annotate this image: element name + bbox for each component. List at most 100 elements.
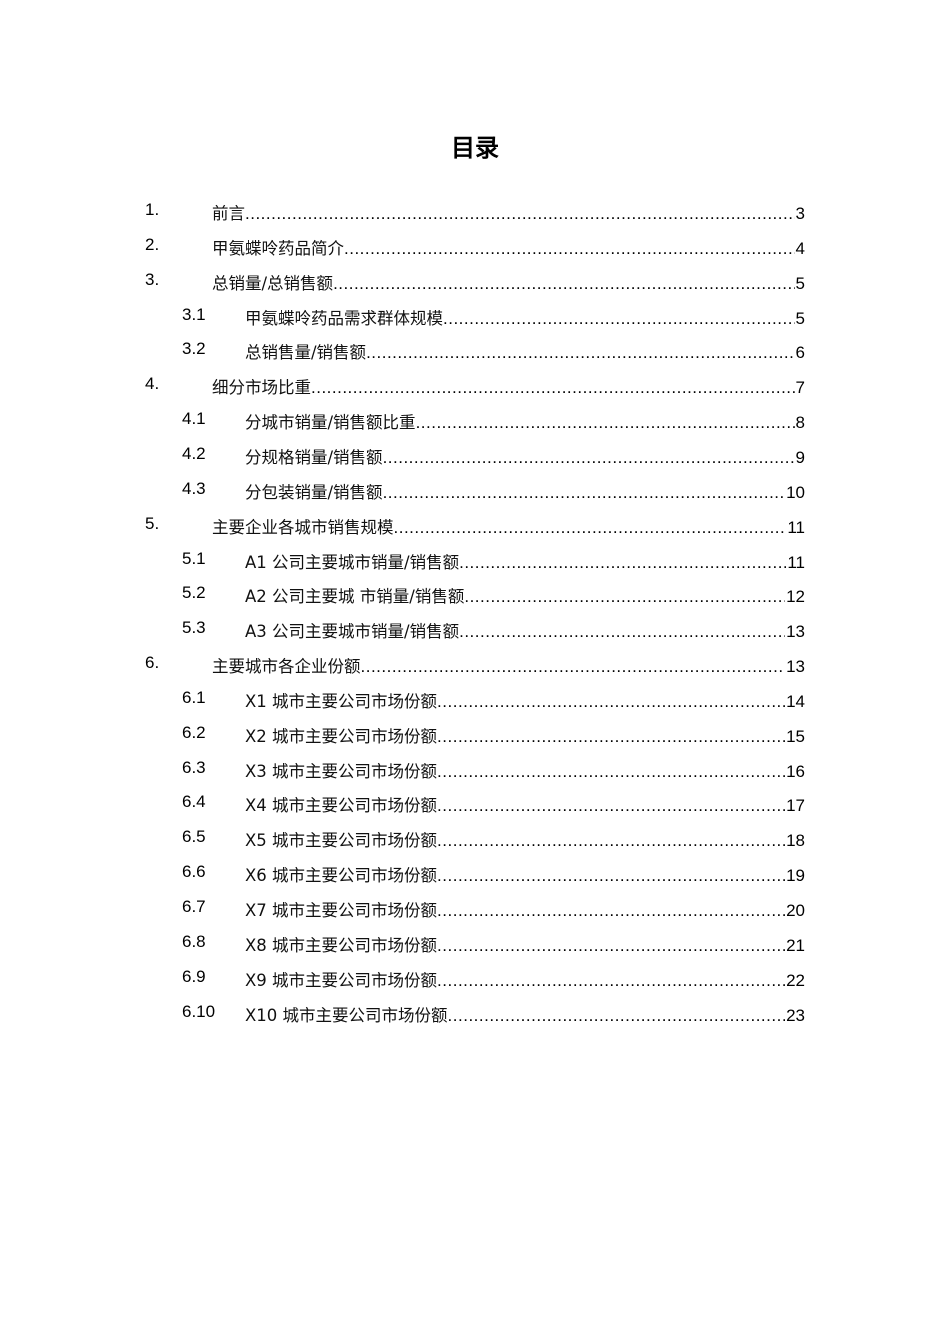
toc-entry-label[interactable]: 总销售量/销售额 bbox=[245, 343, 367, 363]
dot-leader bbox=[437, 796, 785, 816]
toc-entry[interactable]: 6.8 X8 城市主要公司市场份额 21 bbox=[0, 928, 950, 956]
toc-entry-label[interactable]: X8 城市主要公司市场份额 bbox=[245, 935, 438, 955]
toc-entry-number: 3. bbox=[145, 269, 160, 289]
toc-entry[interactable]: 5.3 A3 公司主要城市销量/销售额 13 bbox=[0, 614, 950, 642]
toc-entry-label[interactable]: X2 城市主要公司市场份额 bbox=[245, 726, 438, 746]
page-title: 目录 bbox=[451, 134, 499, 162]
dot-leader bbox=[437, 762, 785, 782]
toc-entry-number: 6.5 bbox=[182, 827, 206, 847]
toc-entry-page: 13 bbox=[786, 657, 805, 677]
toc-entry-number: 4.1 bbox=[182, 409, 206, 429]
toc-entry-label[interactable]: X3 城市主要公司市场份额 bbox=[245, 761, 438, 781]
toc-entry-label[interactable]: 前言 bbox=[212, 204, 245, 223]
dot-leader bbox=[311, 378, 795, 398]
toc-entry-label[interactable]: A1 公司主要城市销量/销售额 bbox=[245, 552, 460, 572]
toc-entry[interactable]: 3. 总销量/总销售额 5 bbox=[0, 266, 950, 294]
dot-leader bbox=[333, 274, 794, 294]
toc-entry[interactable]: 6.3 X3 城市主要公司市场份额 16 bbox=[0, 754, 950, 782]
toc-entry-number: 6.10 bbox=[182, 1001, 216, 1021]
toc-entry[interactable]: 4. 细分市场比重 7 bbox=[0, 370, 950, 398]
toc-entry-label[interactable]: A3 公司主要城市销量/销售额 bbox=[245, 622, 460, 642]
toc-entry-label[interactable]: X7 城市主要公司市场份额 bbox=[245, 901, 438, 920]
toc-entry[interactable]: 6. 主要城市各企业份额 13 bbox=[0, 649, 950, 677]
toc-entry-label[interactable]: 分包装销量/销售额 bbox=[245, 482, 383, 502]
toc-entry-label[interactable]: 主要城市各企业份额 bbox=[212, 657, 361, 677]
toc-entry-label[interactable]: X9 城市主要公司市场份额 bbox=[245, 970, 438, 990]
toc-entry-number: 6.7 bbox=[182, 897, 206, 916]
dot-leader bbox=[448, 1006, 786, 1026]
toc-entry-number: 6.3 bbox=[182, 757, 206, 777]
dot-leader bbox=[464, 587, 785, 607]
toc-entry-number: 5. bbox=[145, 513, 160, 533]
toc-entry-page: 20 bbox=[786, 901, 805, 920]
toc-entry-page: 21 bbox=[786, 935, 805, 955]
toc-entry-page: 7 bbox=[795, 378, 805, 398]
toc-entry-label[interactable]: X1 城市主要公司市场份额 bbox=[245, 691, 438, 711]
toc-entry-label[interactable]: X6 城市主要公司市场份额 bbox=[245, 866, 438, 886]
toc-entry-number: 3.2 bbox=[182, 339, 206, 359]
toc-entry-label[interactable]: A2 公司主要城 市销量/销售额 bbox=[245, 587, 465, 607]
toc-entry[interactable]: 6.5 X5 城市主要公司市场份额 18 bbox=[0, 823, 950, 851]
dot-leader bbox=[437, 936, 785, 956]
toc-entry-number: 6.4 bbox=[182, 792, 206, 812]
dot-leader bbox=[245, 204, 795, 224]
toc-entry-label[interactable]: 分规格销量/销售额 bbox=[245, 447, 383, 467]
toc-entry-page: 4 bbox=[795, 238, 805, 258]
toc-entry-page: 5 bbox=[795, 273, 805, 293]
toc-entry-label[interactable]: X5 城市主要公司市场份额 bbox=[245, 831, 438, 851]
toc-entry[interactable]: 6.1 X1 城市主要公司市场份额 14 bbox=[0, 684, 950, 712]
toc-entry[interactable]: 6.10 X10 城市主要公司市场份额 23 bbox=[0, 998, 950, 1026]
dot-leader bbox=[437, 692, 785, 712]
toc-entry[interactable]: 1. 前言 3 bbox=[0, 196, 950, 224]
dot-leader bbox=[437, 901, 785, 921]
dot-leader bbox=[443, 309, 795, 329]
toc-entry-page: 5 bbox=[795, 308, 805, 328]
toc-entry-label[interactable]: 甲氨蝶呤药品简介 bbox=[212, 238, 344, 258]
toc-entry[interactable]: 4.3 分包装销量/销售额 10 bbox=[0, 475, 950, 503]
dot-leader bbox=[366, 343, 794, 363]
toc-entry-label[interactable]: 总销量/总销售额 bbox=[212, 273, 334, 293]
toc-entry-label[interactable]: X10 城市主要公司市场份额 bbox=[245, 1005, 448, 1025]
toc-entry[interactable]: 6.6 X6 城市主要公司市场份额 19 bbox=[0, 858, 950, 886]
toc-entry-page: 19 bbox=[786, 866, 805, 886]
toc-entry[interactable]: 6.4 X4 城市主要公司市场份额 17 bbox=[0, 788, 950, 816]
toc-entry-label[interactable]: X4 城市主要公司市场份额 bbox=[245, 796, 438, 816]
toc-entry-label[interactable]: 分城市销量/销售额比重 bbox=[245, 413, 416, 433]
toc-entry-page: 6 bbox=[795, 343, 805, 363]
toc-entry[interactable]: 3.2 总销售量/销售额 6 bbox=[0, 335, 950, 363]
toc-entry[interactable]: 3.1 甲氨蝶呤药品需求群体规模 5 bbox=[0, 301, 950, 329]
toc-entry[interactable]: 5.2 A2 公司主要城 市销量/销售额 12 bbox=[0, 579, 950, 607]
toc-entry-label[interactable]: 主要企业各城市销售规模 bbox=[212, 517, 394, 537]
toc-entry-page: 23 bbox=[786, 1005, 805, 1025]
toc-entry[interactable]: 4.1 分城市销量/销售额比重 8 bbox=[0, 405, 950, 433]
dot-leader bbox=[394, 518, 787, 538]
toc-entry-page: 3 bbox=[795, 204, 805, 223]
toc-entry-number: 3.1 bbox=[182, 304, 206, 324]
toc-entry-number: 5.3 bbox=[182, 618, 206, 638]
toc-entry-number: 5.2 bbox=[182, 583, 206, 603]
toc-entry-page: 11 bbox=[787, 517, 805, 537]
toc-entry-page: 11 bbox=[787, 552, 805, 572]
toc-entry-label[interactable]: 甲氨蝶呤药品需求群体规模 bbox=[245, 308, 443, 328]
toc-entry[interactable]: 6.9 X9 城市主要公司市场份额 22 bbox=[0, 963, 950, 991]
toc-entry-number: 4.2 bbox=[182, 443, 206, 463]
dot-leader bbox=[437, 831, 785, 851]
toc-entry-number: 6.9 bbox=[182, 966, 206, 986]
toc-entry-number: 5.1 bbox=[182, 548, 206, 568]
toc-entry[interactable]: 5.1 A1 公司主要城市销量/销售额 11 bbox=[0, 545, 950, 573]
toc-entry[interactable]: 5. 主要企业各城市销售规模 11 bbox=[0, 510, 950, 538]
toc-entry[interactable]: 6.2 X2 城市主要公司市场份额 15 bbox=[0, 719, 950, 747]
toc-entry-number: 2. bbox=[145, 234, 160, 254]
toc-entry-page: 16 bbox=[786, 761, 805, 781]
toc-entry[interactable]: 2. 甲氨蝶呤药品简介 4 bbox=[0, 231, 950, 259]
toc-entry[interactable]: 6.7 X7 城市主要公司市场份额 20 bbox=[0, 893, 950, 921]
toc-entry-page: 13 bbox=[786, 622, 805, 642]
toc-entry-page: 8 bbox=[795, 413, 805, 433]
dot-leader bbox=[437, 971, 785, 991]
dot-leader bbox=[361, 657, 786, 677]
toc-entry-number: 6.8 bbox=[182, 931, 206, 951]
dot-leader bbox=[459, 553, 786, 573]
toc-entry-page: 22 bbox=[786, 970, 805, 990]
toc-entry-label[interactable]: 细分市场比重 bbox=[212, 378, 311, 398]
toc-entry[interactable]: 4.2 分规格销量/销售额 9 bbox=[0, 440, 950, 468]
